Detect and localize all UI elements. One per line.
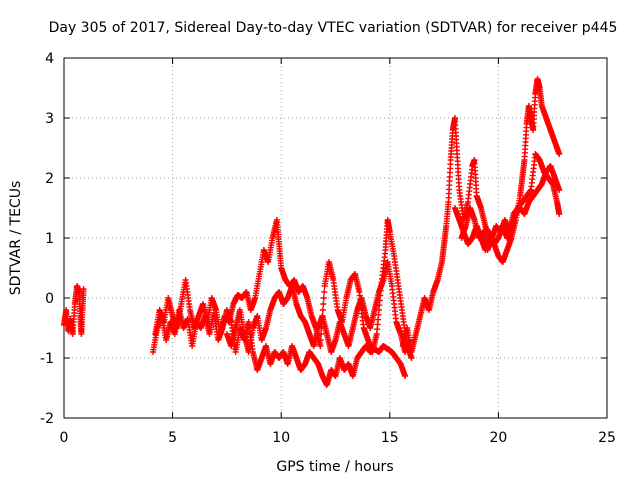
x-tick-label: 25 (598, 430, 616, 446)
x-tick-label: 20 (489, 430, 507, 446)
chart-title: Day 305 of 2017, Sidereal Day-to-day VTE… (49, 20, 618, 36)
data-point (408, 355, 415, 361)
x-tick-labels: 0 5 10 15 20 25 (60, 430, 616, 446)
data-point (556, 211, 563, 217)
x-tick-label: 0 (60, 430, 69, 446)
y-axis-label: SDTVAR / TECUs (8, 181, 24, 296)
data-point (556, 187, 563, 193)
y-tick-label: 0 (45, 291, 54, 307)
y-tick-label: 4 (45, 51, 54, 67)
data-point (556, 151, 563, 157)
data-point (317, 343, 324, 349)
data-point (80, 286, 87, 292)
y-tick-label: 1 (45, 231, 54, 247)
data-point (320, 295, 327, 301)
axis-ticks (63, 57, 608, 419)
grid-lines (64, 58, 607, 418)
y-tick-labels: -2 -1 0 1 2 3 4 (40, 51, 54, 427)
y-tick-label: 2 (45, 171, 54, 187)
x-tick-label: 5 (168, 430, 177, 446)
data-point (402, 373, 409, 379)
data-point (320, 301, 327, 307)
data-point (319, 307, 326, 313)
x-axis-label: GPS time / hours (276, 459, 393, 475)
x-tick-label: 15 (381, 430, 399, 446)
x-tick-label: 10 (272, 430, 290, 446)
data-point (321, 289, 328, 295)
data-point (317, 337, 324, 343)
data-points (61, 76, 563, 388)
y-tick-label: -1 (40, 351, 54, 367)
y-tick-label: -2 (40, 411, 54, 427)
y-tick-label: 3 (45, 111, 54, 127)
